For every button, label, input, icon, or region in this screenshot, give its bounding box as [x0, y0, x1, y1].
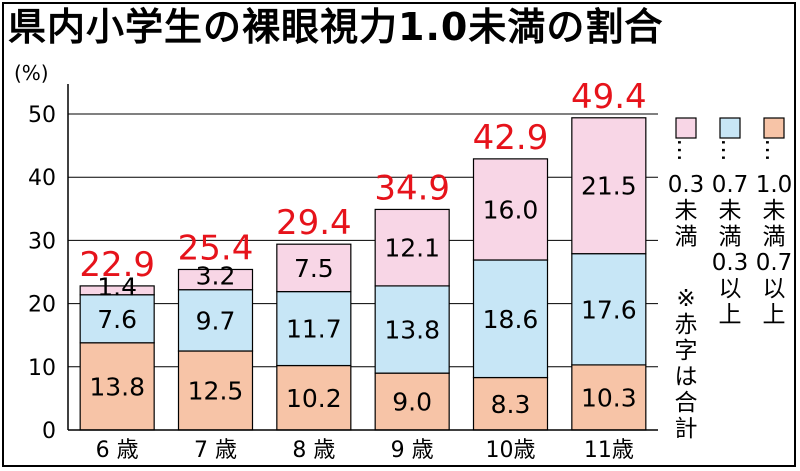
segment-label: 21.5 — [581, 172, 637, 201]
legend-swatch — [675, 117, 697, 139]
segment-label: 13.8 — [89, 372, 145, 401]
bar-segment — [79, 342, 155, 431]
x-category-label: 8 歳 — [292, 438, 335, 463]
segment-label: 9.0 — [392, 388, 432, 417]
bars: 13.8 7.6 1.422.9 12.5 9.7 3.225.4 10.2 11.7 7.5 2… — [79, 77, 647, 431]
bar-segment — [177, 350, 254, 431]
total-label: 42.9 — [473, 118, 549, 158]
bar-segment — [276, 364, 352, 431]
bar-segment — [472, 259, 549, 379]
legend-swatch — [719, 117, 741, 139]
legend-swatch — [763, 117, 785, 139]
note-char: 字 — [675, 338, 698, 364]
legend-text: 上 — [763, 302, 786, 328]
segment-label: 11.7 — [286, 315, 342, 344]
bar-segment — [177, 268, 254, 291]
total-label: 25.4 — [178, 228, 254, 268]
segment-label: 7.6 — [97, 305, 137, 334]
y-tick-label: 20 — [28, 293, 56, 318]
total-label: 29.4 — [276, 203, 352, 243]
legend-text: 未 — [763, 198, 786, 224]
legend-text: 0.7 — [712, 172, 749, 198]
note-char: 合 — [675, 390, 698, 416]
segment-label: 7.5 — [294, 254, 334, 283]
bar-segment — [374, 372, 450, 431]
x-category-label: 6 歳 — [96, 438, 139, 463]
legend-text: 1.0 — [756, 172, 793, 198]
total-label: 22.9 — [79, 245, 155, 285]
segment-label: 18.6 — [483, 305, 539, 334]
segment-label: 9.7 — [196, 306, 236, 335]
legend-text: 満 — [763, 224, 786, 250]
legend-dots: … — [672, 139, 698, 162]
legend-text: 満 — [719, 224, 742, 250]
grid — [68, 113, 658, 431]
legend-text: 以 — [719, 276, 742, 302]
legend-text: 0.3 — [668, 172, 705, 198]
bar-segment — [571, 364, 647, 431]
legend-dots: … — [716, 139, 742, 162]
bar-segment — [177, 289, 254, 352]
legend-text: 満 — [675, 224, 698, 250]
bar-segment — [374, 208, 450, 287]
bar-segment — [79, 285, 155, 296]
segment-label: 10.2 — [286, 384, 342, 413]
total-label: 34.9 — [374, 168, 450, 208]
x-axis: 6 歳 7 歳 8 歳 9 歳 10歳 11歳 — [68, 429, 658, 463]
segment-label: 3.2 — [196, 262, 236, 291]
legend-text: 未 — [719, 198, 742, 224]
note-char: 赤 — [675, 312, 698, 338]
total-label: 49.4 — [571, 77, 647, 117]
y-tick-label: 10 — [28, 356, 56, 381]
note-char: 計 — [675, 416, 698, 442]
segment-label: 1.4 — [97, 272, 137, 301]
y-tick-label: 50 — [28, 103, 56, 128]
x-category-label: 11歳 — [584, 438, 634, 463]
note-char: は — [675, 364, 698, 390]
bar-segment — [571, 253, 647, 366]
legend-text: 上 — [719, 302, 742, 328]
bar-segment — [276, 243, 352, 293]
bar-segment — [472, 158, 549, 261]
note-char: ※ — [676, 286, 695, 312]
x-category-label: 7 歳 — [194, 438, 237, 463]
legend-text: 0.7 — [756, 250, 793, 276]
segment-label: 13.8 — [384, 316, 440, 345]
legend-text: 以 — [763, 276, 786, 302]
bar-segment — [571, 117, 647, 255]
y-axis-unit: (%) — [14, 61, 49, 85]
chart-title: 県内小学生の裸眼視力1.0未満の割合 — [8, 5, 664, 49]
y-axis: 0 10 20 30 40 50 (%) — [14, 61, 69, 444]
segment-label: 12.1 — [384, 234, 440, 263]
segment-label: 10.3 — [581, 383, 637, 412]
legend-dots: … — [760, 139, 786, 162]
segment-label: 17.6 — [581, 295, 637, 324]
segment-label: 12.5 — [188, 377, 244, 406]
y-tick-label: 40 — [28, 166, 56, 191]
legend-text: 未 — [675, 198, 698, 224]
y-tick-label: 30 — [28, 229, 56, 254]
bar-segment — [374, 285, 450, 374]
segment-label: 8.3 — [491, 390, 531, 419]
x-category-label: 10歳 — [486, 438, 536, 463]
legend-text: 0.3 — [712, 250, 749, 276]
segment-label: 16.0 — [483, 195, 539, 224]
bar-segment — [79, 294, 155, 344]
y-tick-label: 0 — [42, 419, 56, 444]
x-category-label: 9 歳 — [391, 438, 434, 463]
